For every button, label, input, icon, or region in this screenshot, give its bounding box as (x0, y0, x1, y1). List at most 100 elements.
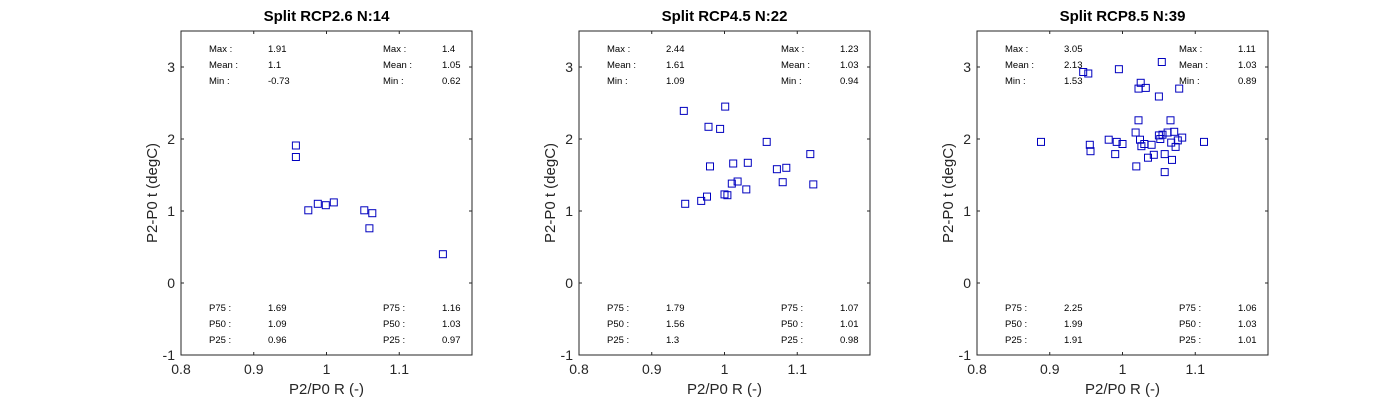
stat-value-p50-r: 1.03 (1238, 319, 1257, 330)
stat-label-max-t: Max : (1005, 44, 1028, 55)
stat-label-min-r: Min : (383, 76, 404, 87)
data-point (1158, 130, 1167, 139)
stat-value-min-t: 1.53 (1064, 76, 1083, 87)
x-axis-label: P2/P0 R (-) (687, 381, 762, 398)
y-tick-label: 0 (565, 275, 573, 291)
stat-value-p25-r: 1.01 (1238, 335, 1257, 346)
data-point (1149, 150, 1158, 159)
stat-value-min-r: 0.89 (1238, 76, 1257, 87)
x-tick-label: 0.8 (569, 361, 589, 377)
data-point (704, 122, 713, 131)
data-point (1112, 137, 1121, 146)
data-point (1170, 127, 1179, 136)
data-point (809, 180, 818, 189)
data-point (716, 124, 725, 133)
stat-label-mean-t: Mean : (1005, 60, 1034, 71)
data-point (806, 150, 815, 159)
data-point (1131, 128, 1140, 137)
data-point (1160, 150, 1169, 159)
data-point (1085, 140, 1094, 149)
data-point (304, 206, 313, 215)
stat-value-p25-t: 0.96 (268, 335, 287, 346)
data-point (729, 159, 738, 168)
data-point (1200, 137, 1208, 146)
stat-value-max-t: 2.44 (666, 44, 685, 55)
y-tick-label: 0 (963, 275, 971, 291)
stat-label-max-r: Max : (383, 44, 406, 55)
panel-1: Split RCP2.6 N:14 0.8 0.9 1 1.1 -1 0 1 2 3 P2/P0 R… (144, 8, 473, 398)
stat-value-p50-t: 1.09 (268, 319, 287, 330)
data-point (291, 153, 300, 161)
y-tick-label: -1 (959, 347, 972, 363)
data-point (1114, 65, 1123, 74)
y-tick-label: 1 (167, 203, 175, 219)
data-point (681, 199, 690, 208)
stat-label-p50-t: P50 : (1005, 319, 1027, 330)
data-point (1084, 69, 1093, 78)
x-axis-label: P2/P0 R (-) (1085, 381, 1160, 398)
stat-value-p25-t: 1.3 (666, 335, 679, 346)
x-tick-label: 1 (721, 361, 729, 377)
data-point (1157, 58, 1166, 66)
stat-label-max-r: Max : (781, 44, 804, 55)
stat-value-p75-r: 1.06 (1238, 303, 1257, 314)
y-tick-label: 2 (167, 131, 175, 147)
data-point (313, 199, 322, 208)
x-tick-label: 1.1 (390, 361, 410, 377)
y-tick-label: 1 (963, 203, 971, 219)
stat-value-p75-t: 1.69 (268, 303, 287, 314)
data-point (720, 190, 729, 199)
x-tick-label: 0.9 (1040, 361, 1060, 377)
stat-label-p25-r: P25 : (383, 335, 405, 346)
stat-value-p50-t: 1.99 (1064, 319, 1083, 330)
stat-value-p50-r: 1.01 (840, 319, 859, 330)
data-point (1079, 68, 1088, 76)
data-point (1175, 84, 1184, 93)
x-tick-label: 0.9 (642, 361, 662, 377)
data-point (1178, 133, 1187, 142)
y-tick-label: -1 (163, 347, 176, 363)
data-point (782, 163, 791, 172)
chart-title: Split RCP2.6 N:14 (264, 8, 391, 25)
stat-value-mean-t: 1.1 (268, 60, 281, 71)
stat-value-min-r: 0.94 (840, 76, 859, 87)
stat-label-p25-t: P25 : (1005, 335, 1027, 346)
stat-value-mean-t: 1.61 (666, 60, 685, 71)
data-point (1136, 78, 1145, 87)
data-point (1144, 153, 1152, 162)
x-tick-label: 1.1 (788, 361, 808, 377)
stat-value-mean-r: 1.03 (840, 60, 859, 71)
data-point (1037, 137, 1045, 146)
data-point (1160, 168, 1169, 177)
stat-value-max-t: 3.05 (1064, 44, 1083, 55)
y-axis-label: P2-P0 t (degC) (940, 143, 957, 243)
stat-value-max-r: 1.11 (1238, 44, 1256, 55)
stat-label-p50-t: P50 : (607, 319, 629, 330)
data-point (721, 102, 730, 111)
stat-value-max-r: 1.23 (840, 44, 859, 55)
data-point (1134, 116, 1143, 125)
stat-label-mean-t: Mean : (607, 60, 636, 71)
stat-value-max-r: 1.4 (442, 44, 455, 55)
stat-value-p75-t: 2.25 (1064, 303, 1083, 314)
data-point (727, 179, 736, 188)
stat-label-mean-r: Mean : (383, 60, 412, 71)
data-point (291, 141, 300, 150)
y-tick-label: 3 (167, 59, 175, 75)
x-tick-label: 0.8 (171, 361, 191, 377)
data-point (368, 209, 377, 218)
stat-value-min-t: -0.73 (268, 76, 290, 87)
y-tick-label: 2 (963, 131, 971, 147)
stat-label-max-r: Max : (1179, 44, 1202, 55)
stat-label-p75-r: P75 : (1179, 303, 1201, 314)
stat-value-p50-t: 1.56 (666, 319, 685, 330)
stat-label-p50-r: P50 : (781, 319, 803, 330)
y-axis-label: P2-P0 t (degC) (542, 143, 559, 243)
stat-value-mean-r: 1.03 (1238, 60, 1257, 71)
stat-value-p25-r: 0.98 (840, 335, 859, 346)
x-tick-label: 0.9 (244, 361, 264, 377)
y-tick-label: 3 (565, 59, 573, 75)
x-axis-label: P2/P0 R (-) (289, 381, 364, 398)
stat-value-max-t: 1.91 (268, 44, 287, 55)
